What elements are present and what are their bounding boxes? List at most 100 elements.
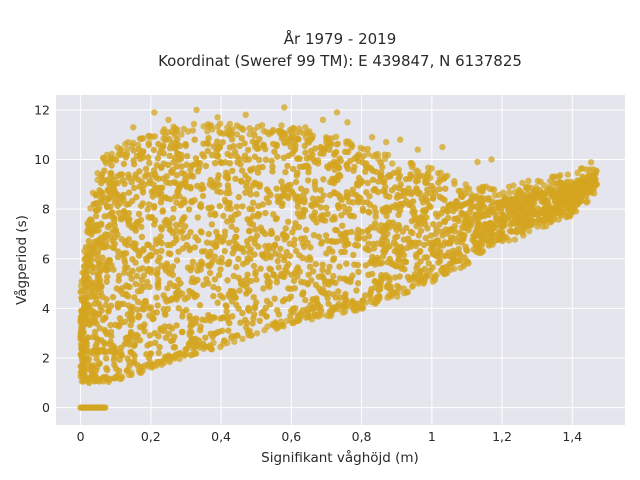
data-point	[141, 297, 149, 305]
data-point	[368, 134, 376, 141]
data-point	[233, 226, 240, 234]
data-point	[365, 226, 372, 234]
data-point	[417, 267, 424, 275]
data-point	[555, 216, 562, 223]
data-point	[359, 205, 367, 213]
data-point	[204, 147, 211, 155]
data-point	[483, 211, 490, 218]
data-point	[166, 179, 174, 187]
data-point	[566, 213, 574, 220]
data-point	[372, 208, 379, 216]
data-point	[467, 219, 475, 226]
data-point	[242, 111, 249, 119]
x-tick-label: 0,2	[141, 429, 161, 444]
data-point	[189, 275, 196, 282]
data-point	[262, 156, 270, 163]
data-point	[318, 196, 325, 204]
data-point	[412, 178, 420, 185]
data-point	[129, 256, 136, 263]
data-point	[138, 233, 146, 241]
data-point	[215, 145, 222, 153]
data-point	[304, 239, 311, 247]
data-point	[175, 182, 183, 190]
data-point	[150, 204, 158, 211]
data-point	[155, 349, 162, 357]
data-point	[103, 330, 110, 338]
data-point	[395, 257, 402, 264]
data-point	[109, 209, 116, 216]
data-point	[229, 167, 236, 174]
data-point	[515, 189, 522, 197]
data-point	[153, 240, 160, 247]
data-point	[309, 195, 317, 202]
data-point	[272, 216, 280, 223]
data-point	[164, 305, 172, 313]
data-point	[274, 153, 281, 160]
data-point	[150, 146, 157, 154]
data-point	[177, 229, 185, 236]
data-point	[343, 260, 350, 267]
data-point	[478, 211, 485, 218]
data-point	[173, 257, 181, 264]
data-point	[560, 195, 567, 202]
data-point	[401, 258, 409, 265]
data-point	[407, 160, 414, 167]
data-point	[157, 199, 165, 206]
data-point	[396, 224, 403, 231]
data-point	[243, 319, 250, 326]
data-point	[408, 274, 415, 281]
data-point	[183, 161, 190, 168]
data-point	[102, 301, 110, 309]
data-point	[322, 232, 330, 239]
data-point	[433, 225, 440, 233]
data-point	[81, 256, 88, 263]
data-point	[255, 210, 262, 218]
data-point	[292, 220, 299, 227]
data-point	[364, 150, 371, 158]
data-point	[270, 126, 277, 134]
data-point	[178, 328, 186, 336]
data-point	[151, 170, 159, 178]
data-point	[155, 140, 162, 148]
data-point	[335, 288, 342, 295]
data-point	[353, 303, 360, 310]
data-point	[432, 230, 439, 237]
data-point	[247, 191, 254, 198]
data-point	[323, 139, 330, 146]
data-point	[87, 205, 94, 212]
data-point	[371, 277, 379, 285]
data-point	[324, 294, 331, 302]
data-point	[108, 162, 115, 169]
data-point	[420, 279, 428, 286]
data-point	[508, 228, 516, 235]
data-point	[294, 203, 301, 210]
data-point	[197, 323, 204, 330]
data-point	[140, 272, 147, 279]
data-point	[557, 172, 564, 179]
data-point	[156, 254, 163, 261]
data-point	[194, 267, 201, 274]
data-point	[252, 226, 259, 233]
data-point	[102, 259, 109, 267]
data-point	[246, 249, 253, 256]
data-point	[398, 202, 405, 210]
data-point	[249, 199, 257, 206]
data-point	[422, 234, 429, 242]
data-point	[315, 233, 322, 240]
data-point	[217, 343, 224, 351]
data-point	[335, 164, 342, 171]
data-point	[246, 131, 253, 138]
data-point	[354, 261, 361, 269]
data-point	[296, 155, 303, 162]
data-point	[171, 344, 179, 351]
data-point	[417, 221, 425, 228]
data-point	[213, 242, 220, 250]
data-point	[107, 338, 114, 345]
data-point	[299, 290, 307, 298]
data-point	[200, 281, 207, 288]
data-point	[91, 300, 99, 307]
data-point	[233, 301, 240, 308]
data-point	[519, 228, 526, 235]
data-point	[145, 139, 152, 146]
data-point	[246, 227, 253, 234]
